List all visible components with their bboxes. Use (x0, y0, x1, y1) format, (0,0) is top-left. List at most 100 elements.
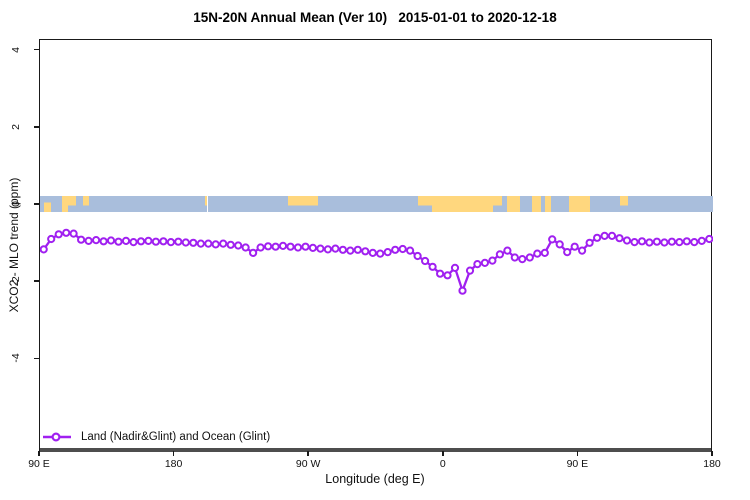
band-segment-ocean (590, 196, 621, 212)
data-point-marker (458, 286, 467, 295)
data-point-marker (398, 244, 407, 254)
data-point-marker (84, 236, 93, 245)
data-point-marker (308, 243, 317, 252)
legend-open-circle-icon (51, 432, 61, 442)
data-point-marker (383, 248, 392, 257)
x-tick (38, 451, 40, 456)
band-segment-land-top (204, 196, 208, 212)
data-point-marker (406, 246, 415, 255)
data-point-marker (136, 237, 146, 246)
band-segment-ocean (318, 196, 419, 212)
data-point-marker (181, 238, 190, 247)
data-point-marker (376, 249, 385, 258)
band-segment-ocean (541, 196, 546, 212)
y-tick (34, 48, 39, 51)
x-tick-label: 0 (439, 458, 446, 470)
data-point-marker (226, 240, 235, 249)
data-point-marker (47, 234, 56, 244)
data-point-marker (338, 245, 347, 254)
x-tick-label: 90 E (28, 458, 50, 470)
data-point-marker (630, 238, 639, 247)
y-axis-label: XCO2 - MLO trend (ppm) (7, 177, 21, 313)
x-axis-baseline (40, 448, 711, 452)
y-tick-label: 4 (10, 46, 22, 53)
data-point-marker (293, 243, 303, 252)
chart-title: 15N-20N Annual Mean (Ver 10) 2015-01-01 … (193, 10, 557, 25)
data-point-marker (473, 260, 482, 269)
legend: Land (Nadir&Glint) and Ocean (Glint) (42, 430, 270, 444)
band-segment-ocean (89, 196, 205, 212)
band-segment-land (569, 196, 591, 212)
data-point-marker (548, 235, 557, 244)
data-point-marker (675, 238, 684, 247)
band-segment-ocean (502, 196, 507, 212)
data-point-marker (450, 263, 460, 272)
data-point-marker (428, 262, 437, 271)
x-tick (307, 451, 309, 456)
y-tick-label: -4 (10, 353, 22, 364)
data-point-marker (637, 237, 647, 246)
data-point-marker (54, 230, 63, 239)
data-point-marker (286, 242, 295, 251)
data-point-marker (593, 233, 602, 242)
band-segment-land-top (493, 196, 503, 212)
data-point-marker (480, 258, 489, 267)
data-point-marker (563, 248, 572, 257)
data-point-marker (540, 248, 549, 257)
data-point-marker (443, 271, 452, 280)
y-tick-label: -2 (10, 276, 22, 286)
x-tick (442, 451, 444, 456)
data-point-marker (92, 236, 101, 245)
data-point-marker (114, 237, 123, 246)
band-segment-land-top (288, 196, 319, 212)
data-point-marker (241, 243, 250, 252)
data-point-marker (660, 238, 669, 247)
legend-label: Land (Nadir&Glint) and Ocean (Glint) (81, 431, 271, 443)
band-segment-land (62, 196, 69, 212)
band-segment-ocean (207, 196, 289, 212)
data-point-marker (525, 253, 534, 262)
data-point-marker (652, 237, 662, 246)
data-point-marker (645, 238, 654, 247)
x-axis-label: Longitude (deg E) (325, 472, 425, 486)
data-point-marker (667, 237, 677, 246)
plot-area: Land (Nadir&Glint) and Ocean (Glint) (39, 39, 713, 452)
data-point-marker (353, 245, 362, 254)
data-point-marker (368, 248, 377, 257)
band-segment-land-top (83, 196, 90, 212)
y-tick-label: 2 (10, 123, 22, 130)
x-tick-label: 180 (164, 458, 183, 470)
data-point-marker (622, 236, 632, 245)
data-point-marker (62, 228, 71, 237)
band-segment-land (545, 196, 552, 212)
data-point-marker (585, 238, 594, 247)
data-point-marker (106, 236, 116, 245)
data-point-marker (174, 237, 183, 246)
data-point-marker (533, 249, 542, 258)
data-point-marker (159, 237, 168, 246)
data-point-marker (234, 241, 243, 250)
band-segment-land-bottom (44, 196, 52, 212)
data-point-marker (690, 238, 699, 247)
data-point-marker (77, 235, 86, 244)
y-tick-label: 0 (10, 201, 22, 207)
data-point-marker (391, 245, 400, 254)
data-point-marker (271, 242, 280, 251)
data-point-marker (465, 266, 475, 275)
y-tick (34, 280, 39, 282)
data-point-marker (219, 239, 228, 248)
x-tick-label: 90 E (566, 458, 589, 470)
y-tick (34, 203, 39, 205)
band-segment-land-top (620, 196, 628, 212)
land-ocean-band (40, 196, 713, 212)
band-segment-land (506, 196, 521, 212)
data-series-line (40, 228, 713, 295)
data-point-marker (249, 248, 258, 257)
data-point-marker (361, 247, 370, 256)
data-point-marker (40, 245, 48, 254)
data-point-marker (488, 256, 497, 265)
data-point-marker (518, 255, 527, 264)
x-tick (172, 451, 175, 456)
data-point-marker (99, 237, 108, 246)
